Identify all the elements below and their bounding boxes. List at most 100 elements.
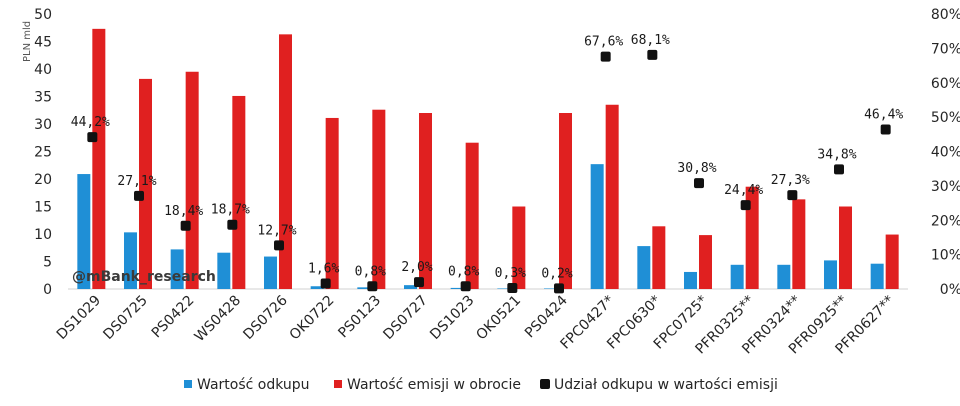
- bar-wartosc-odkupu: [404, 285, 417, 289]
- y2-tick-label: 50%: [931, 110, 960, 126]
- y-tick-label: 25: [34, 145, 52, 161]
- x-category-label: DS1023: [427, 293, 477, 343]
- marker-udzial-odkupu: [600, 51, 611, 62]
- x-category-label: OK0722: [287, 293, 338, 344]
- legend-swatch: [184, 380, 192, 388]
- bar-wartosc-emisji: [559, 113, 572, 289]
- data-label-udzial: 0,8%: [355, 264, 386, 279]
- y-tick-label: 30: [34, 117, 52, 133]
- y-tick-label: 20: [34, 172, 52, 188]
- bar-wartosc-emisji: [279, 34, 292, 289]
- marker-udzial-odkupu: [180, 220, 191, 231]
- bar-wartosc-odkupu: [497, 288, 511, 289]
- bar-wartosc-odkupu: [170, 249, 184, 289]
- y2-tick-label: 30%: [931, 179, 960, 195]
- x-category-label: DS0726: [240, 292, 290, 342]
- y2-tick-label: 40%: [931, 145, 960, 161]
- legend-marker: [540, 379, 550, 389]
- data-label-udzial: 1,6%: [308, 262, 339, 277]
- bar-wartosc-odkupu: [310, 286, 324, 289]
- marker-udzial-odkupu: [507, 282, 518, 293]
- bar-wartosc-emisji: [605, 104, 619, 289]
- y2-tick-label: 60%: [931, 76, 960, 92]
- marker-udzial-odkupu: [274, 240, 284, 251]
- data-label-udzial: 12,7%: [257, 223, 296, 238]
- bars: [77, 28, 899, 290]
- watermark: @mBank_research: [72, 269, 216, 285]
- y-tick-label: 50: [34, 7, 52, 23]
- bar-wartosc-emisji: [512, 206, 526, 289]
- marker-udzial-odkupu: [554, 283, 564, 294]
- y-tick-label: 5: [43, 255, 52, 271]
- bar-wartosc-emisji: [92, 28, 106, 289]
- marker-udzial-odkupu: [740, 200, 751, 211]
- marker-udzial-odkupu: [134, 190, 144, 201]
- x-category-label: DS0725: [100, 293, 150, 343]
- bar-wartosc-odkupu: [730, 264, 744, 289]
- marker-udzial-odkupu: [694, 178, 704, 189]
- data-label-udzial: 27,1%: [117, 174, 156, 189]
- marker-udzial-odkupu: [647, 49, 658, 60]
- bar-wartosc-odkupu: [684, 271, 697, 289]
- y-tick-label: 45: [34, 35, 52, 51]
- bar-wartosc-odkupu: [357, 287, 371, 289]
- bar-wartosc-emisji: [652, 226, 666, 289]
- data-labels: 44,2% 27,1% 18,4% 18,7% 12,7% 1,6% 0,8% 2,0% 0,8…: [71, 33, 904, 281]
- bar-wartosc-odkupu: [217, 252, 231, 289]
- x-category-label: OK0521: [473, 293, 524, 344]
- marker-udzial-odkupu: [227, 219, 238, 230]
- data-label-udzial: 68,1%: [631, 33, 670, 48]
- marker-udzial-odkupu: [834, 164, 844, 175]
- y2-tick-label: 80%: [931, 7, 960, 23]
- y-axis-unit-label: PLN mld: [22, 21, 33, 62]
- data-label-udzial: 0,2%: [541, 266, 572, 281]
- data-label-udzial: 0,8%: [448, 264, 479, 279]
- bar-wartosc-odkupu: [824, 260, 837, 289]
- y2-tick-label: 0%: [940, 282, 960, 298]
- bar-wartosc-emisji: [839, 206, 852, 289]
- legend-label: Udział odkupu w wartości emisji: [554, 377, 778, 393]
- legend-label: Wartość emisji w obrocie: [347, 377, 521, 393]
- y-tick-label: 10: [34, 227, 52, 243]
- y2-tick-label: 20%: [931, 213, 960, 229]
- bar-wartosc-odkupu: [124, 232, 137, 289]
- marker-udzial-odkupu: [87, 132, 98, 143]
- marker-udzial-odkupu: [460, 281, 471, 292]
- bar-wartosc-emisji: [699, 235, 712, 289]
- bar-wartosc-emisji: [325, 117, 339, 289]
- data-label-udzial: 27,3%: [771, 173, 810, 188]
- marker-udzial-odkupu: [880, 124, 891, 135]
- data-label-udzial: 30,8%: [677, 161, 716, 176]
- x-category-label: PS0422: [149, 293, 198, 342]
- bar-wartosc-odkupu: [870, 263, 884, 289]
- bar-wartosc-odkupu: [450, 287, 464, 289]
- bar-wartosc-emisji: [185, 71, 199, 289]
- data-label-udzial: 46,4%: [864, 108, 903, 123]
- bar-wartosc-emisji: [465, 142, 479, 289]
- data-label-udzial: 18,7%: [211, 203, 250, 218]
- marker-udzial-odkupu: [320, 278, 331, 289]
- bar-wartosc-emisji: [139, 78, 152, 290]
- bar-wartosc-odkupu: [637, 246, 651, 289]
- legend-swatch: [334, 380, 342, 388]
- bar-wartosc-emisji: [792, 199, 806, 289]
- data-label-udzial: 44,2%: [71, 115, 110, 130]
- bar-wartosc-odkupu: [544, 288, 557, 289]
- markers: [87, 49, 891, 294]
- x-category-label: PS0123: [335, 293, 384, 342]
- x-category-label: DS1029: [54, 293, 104, 343]
- legend: Wartość odkupu Wartość emisji w obrocie Ud…: [184, 377, 778, 393]
- bar-wartosc-emisji: [745, 186, 759, 289]
- y-tick-label: 40: [34, 62, 52, 78]
- x-category-label: WS0428: [192, 293, 245, 346]
- axes: 0 5 10 15 20 25 30 35 40 45 50 0% 10% 20% 30% 40% 50% 60%…: [34, 7, 960, 298]
- marker-udzial-odkupu: [787, 190, 798, 201]
- data-label-udzial: 34,8%: [817, 147, 856, 162]
- y2-tick-label: 70%: [931, 41, 960, 57]
- bar-wartosc-odkupu: [777, 264, 791, 289]
- bar-wartosc-emisji: [372, 109, 386, 289]
- bar-wartosc-odkupu: [590, 164, 604, 289]
- x-category-label: DS0727: [380, 293, 430, 343]
